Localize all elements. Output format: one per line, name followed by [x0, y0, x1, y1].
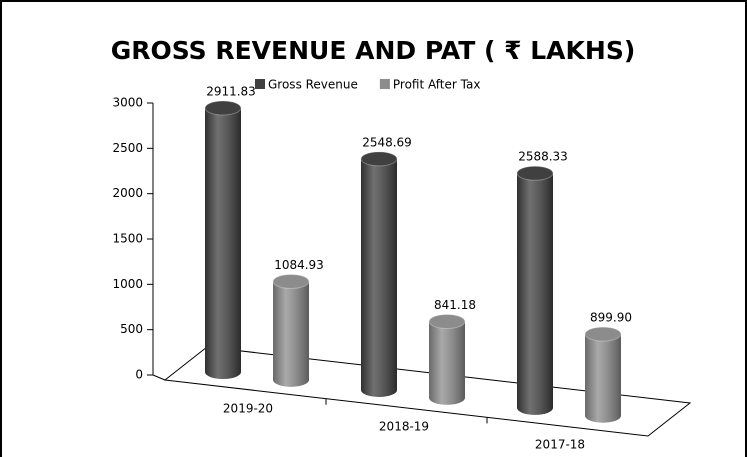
y-tick-label: 1000 — [112, 277, 143, 291]
cylinder-top — [516, 165, 554, 181]
y-tick-label: 2000 — [112, 186, 143, 200]
chart-title: GROSS REVENUE AND PAT ( ₹ LAKHS) — [111, 36, 636, 65]
legend-swatch — [379, 79, 390, 89]
x-tick-label: 2019-20 — [223, 402, 273, 416]
cylinder-top — [204, 100, 242, 116]
cylinder-shade — [517, 173, 553, 415]
legend-label: Gross Revenue — [268, 78, 358, 92]
value-label: 2588.33 — [518, 150, 568, 164]
value-label: 841.18 — [434, 298, 476, 312]
cylinder-top — [584, 326, 622, 342]
floor — [163, 346, 692, 437]
y-tick-label: 500 — [120, 322, 143, 336]
legend-label: Profit After Tax — [393, 78, 481, 92]
cylinder-top — [272, 273, 310, 289]
x-tick-label: 2018-19 — [379, 420, 429, 434]
value-label: 1084.93 — [274, 258, 324, 272]
value-label: 899.90 — [590, 311, 632, 325]
cylinder-top — [428, 313, 466, 329]
cylinder-top — [360, 151, 398, 167]
value-label: 2548.69 — [362, 135, 412, 149]
y-tick-label: 1500 — [112, 232, 143, 246]
cylinder-shade — [205, 107, 241, 379]
value-label: 2911.83 — [206, 84, 256, 98]
x-tick-label: 2017-18 — [535, 438, 585, 452]
cylinder-shade — [273, 281, 309, 387]
axis-corner — [152, 374, 166, 381]
cylinder-shade — [585, 334, 621, 423]
y-tick-label: 2500 — [112, 141, 143, 155]
cylinder-shade — [429, 321, 465, 405]
legend-swatch — [255, 79, 265, 89]
y-tick-label: 0 — [135, 368, 143, 382]
y-tick-label: 3000 — [112, 96, 143, 110]
cylinder-shade — [361, 158, 397, 397]
